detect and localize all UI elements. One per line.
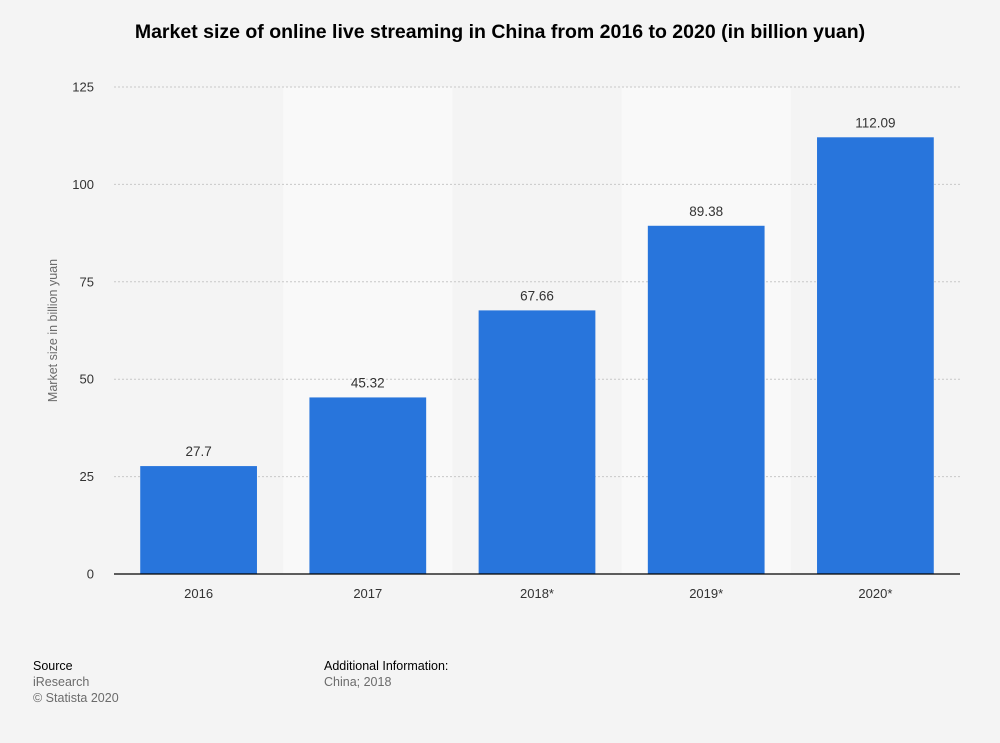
y-tick-label: 25 bbox=[80, 469, 94, 484]
bar-2016[interactable] bbox=[140, 466, 257, 574]
y-tick-label: 50 bbox=[80, 372, 94, 387]
copyright-text[interactable]: © Statista 2020 bbox=[33, 691, 119, 705]
source-name[interactable]: iResearch bbox=[33, 675, 90, 689]
value-label: 67.66 bbox=[520, 288, 554, 303]
bar-2018*[interactable] bbox=[478, 310, 596, 574]
y-axis-label: Market size in billion yuan bbox=[46, 259, 60, 402]
value-label: 45.32 bbox=[351, 375, 385, 390]
y-tick-label: 0 bbox=[87, 567, 94, 582]
x-axis-ticks: 2016 2017 2018* 2019* 2020* bbox=[184, 586, 892, 601]
y-axis-ticks: 0 25 50 75 100 125 bbox=[72, 80, 94, 582]
additional-info-text: China; 2018 bbox=[324, 675, 392, 689]
x-tick-label: 2016 bbox=[184, 586, 213, 601]
y-tick-label: 100 bbox=[72, 177, 94, 192]
bars bbox=[140, 137, 934, 574]
value-label: 112.09 bbox=[855, 115, 895, 130]
y-tick-label: 125 bbox=[72, 80, 94, 95]
y-tick-label: 75 bbox=[80, 274, 94, 289]
bar-2020*[interactable] bbox=[817, 137, 934, 574]
source-heading: Source bbox=[33, 659, 73, 673]
value-labels: 27.7 45.32 67.66 89.38 112.09 bbox=[185, 115, 895, 459]
value-label: 89.38 bbox=[689, 204, 723, 219]
value-label: 27.7 bbox=[185, 444, 211, 459]
x-tick-label: 2019* bbox=[689, 586, 723, 601]
additional-info-heading: Additional Information: bbox=[324, 659, 449, 673]
chart-title: Market size of online live streaming in … bbox=[134, 21, 866, 43]
additional-info-block: Additional Information: China; 2018 bbox=[324, 658, 448, 690]
x-tick-label: 2017 bbox=[353, 586, 382, 601]
bar-2019*[interactable] bbox=[647, 225, 765, 574]
bar-2017[interactable] bbox=[309, 397, 427, 574]
source-block: Source iResearch © Statista 2020 bbox=[33, 658, 119, 706]
x-tick-label: 2018* bbox=[520, 586, 554, 601]
x-tick-label: 2020* bbox=[858, 586, 892, 601]
